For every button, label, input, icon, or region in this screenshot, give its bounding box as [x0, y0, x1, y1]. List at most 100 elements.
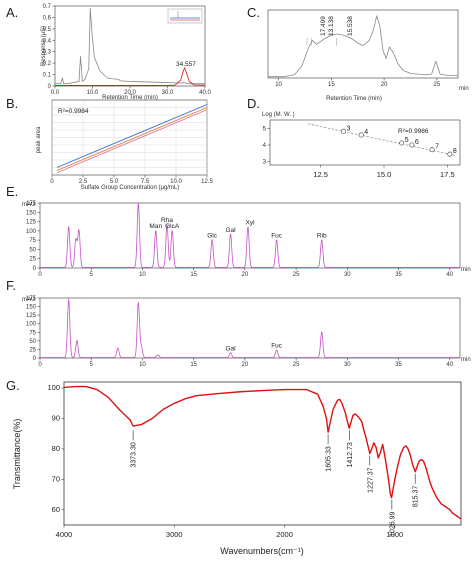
chart-e-ylabel: mAU — [22, 202, 35, 208]
panel-label-e: E. — [6, 184, 18, 199]
chart-g-xlabel: Wavenumbers(cm⁻¹) — [220, 546, 303, 556]
chart-g-x-tick-label-2: 2000 — [276, 530, 293, 539]
chart-c-xlabel: Retention Time (min) — [326, 96, 382, 102]
chart-e-x-tick-label-3: 15 — [190, 272, 197, 278]
chart-c-x-tick-label-3: 25 — [434, 82, 441, 88]
chart-d-y-ytick-label-1: 4 — [263, 143, 267, 149]
chart-b-x-tick-label-3: 7.5 — [141, 179, 150, 185]
chart-d-point-label-1: 4 — [364, 129, 368, 136]
chart-a-series-line-1 — [55, 67, 206, 86]
chart-e-y-ytick-label-0: 0 — [33, 266, 37, 272]
chart-a: 0.0 10.0 20.0 30.0 40.0 0 0.1 0.2 0.3 0.4 0.5 0.6 0.… — [41, 4, 211, 101]
chart-d-point-4 — [429, 147, 435, 153]
chart-e-x-tick-label-7: 35 — [395, 272, 402, 278]
chart-e-y-ytick-label-1: 25 — [29, 257, 36, 263]
chart-d-point-1 — [358, 132, 364, 138]
chart-e-x-tick-label-6: 30 — [344, 272, 351, 278]
chart-d-x-tick-label-0: 12.5 — [313, 170, 328, 179]
chart-c-frame — [267, 9, 459, 79]
chart-a-x-tick-label-4: 40.0 — [199, 90, 211, 96]
chart-e-y-ytick-label-2: 50 — [29, 247, 36, 253]
chart-g-y-ytick-label-3: 90 — [52, 414, 60, 423]
chart-a-y-ytick-label-3: 0.3 — [43, 50, 52, 56]
chart-d-x-tick-label-2: 17.5 — [440, 170, 455, 179]
chart-f-x-tick-label-3: 15 — [190, 362, 197, 368]
chart-b-ticks: 0 2.5 5.0 7.5 10.0 12.5 — [50, 100, 213, 185]
chart-f-x-tick-label-6: 30 — [344, 362, 351, 368]
chart-c: 10 15 20 25 Retention Time (min) min 17.499… — [267, 9, 469, 102]
chart-f-y-ytick-label-2: 50 — [29, 339, 36, 345]
chart-d-point-3 — [409, 142, 415, 148]
chart-c-peak-label-1: 17.499 — [320, 16, 327, 36]
chart-a-x-tick-label-2: 20.0 — [124, 90, 136, 96]
chart-f-ticks: 0 5 10 15 20 25 30 35 40 0 25 50 75 100 125 150 175 — [26, 296, 454, 368]
chart-f-y-ytick-label-6: 150 — [26, 305, 37, 311]
chart-d-y-ytick-label-2: 5 — [263, 126, 267, 132]
chart-g-series: 3373.30 1605.33 1412.73 1227.37 1026.99 815.3… — [63, 385, 462, 537]
chart-f-x-tick-label-1: 5 — [90, 362, 94, 368]
chart-c-xunit: min — [459, 86, 469, 92]
chart-g-y-ytick-label-0: 60 — [52, 505, 60, 514]
chart-g-x-tick-label-3: 1000 — [386, 530, 403, 539]
chart-f-y-ytick-label-0: 0 — [33, 356, 37, 362]
panel-label-f: F. — [6, 278, 16, 293]
chart-a-y-ytick-label-1: 0.1 — [43, 73, 52, 79]
chart-b-xlabel: Sulfate Group Concentration (μg/mL) — [81, 185, 180, 191]
chart-d-point-label-2: 5 — [405, 137, 409, 144]
chart-d-point-0 — [340, 128, 347, 134]
chart-f-x-tick-label-4: 20 — [242, 362, 249, 368]
chart-g-annotation-4: 1026.99 — [389, 512, 396, 537]
chart-a-x-tick-label-1: 10.0 — [87, 90, 99, 96]
chart-f-y-ytick-label-3: 75 — [29, 330, 36, 336]
chart-e-peak-label-2: GlcA — [165, 223, 180, 230]
chart-b-series-line-0 — [56, 109, 208, 174]
chart-f-x-tick-label-8: 40 — [446, 362, 453, 368]
chart-g-annotation-2: 1412.73 — [347, 442, 354, 467]
chart-d-point-label-0: 3 — [346, 125, 350, 132]
chart-a-annotation: 34.557 — [176, 61, 196, 68]
chart-a-xlabel: Retention Time (min) — [102, 95, 158, 101]
chart-c-x-tick-label-2: 20 — [381, 82, 388, 88]
chart-g-x-tick-label-1: 3000 — [166, 530, 183, 539]
chart-f-xunit: min — [461, 357, 471, 363]
chart-f-x-tick-label-5: 25 — [293, 362, 300, 368]
chart-a-inset — [167, 8, 203, 24]
chart-b-annotation: R²=0.9984 — [58, 108, 89, 115]
chart-e-x-tick-label-8: 40 — [446, 272, 453, 278]
chart-c-peak-label-2: 13.138 — [328, 16, 335, 36]
chart-b-ylabel: peak area — [36, 126, 42, 153]
chart-f-x-tick-label-2: 10 — [139, 362, 146, 368]
chart-a-x-tick-label-3: 30.0 — [162, 90, 174, 96]
panel-label-a: A. — [6, 5, 18, 20]
chart-f-y-ytick-label-7: 175 — [26, 296, 37, 302]
chart-d-annotation: R²=0.9986 — [398, 128, 429, 135]
chart-f-frame — [39, 297, 461, 359]
chart-e-y-ytick-label-6: 150 — [26, 210, 37, 216]
chart-g-x-tick-label-0: 4000 — [56, 530, 73, 539]
chart-g-y-ytick-label-1: 70 — [52, 474, 60, 483]
chart-g-series-line-0 — [63, 385, 462, 520]
chart-f-x-tick-label-7: 35 — [395, 362, 402, 368]
chart-d-point-label-4: 7 — [435, 144, 439, 151]
chart-f-peak-label-0: Gal — [225, 345, 236, 352]
chart-g-annotation-0: 3373.30 — [131, 442, 138, 467]
chart-b: 0 2.5 5.0 7.5 10.0 12.5 R²=0.9984 peak area S… — [36, 99, 213, 191]
chart-e-ticks: 0 5 10 15 20 25 30 35 40 0 25 50 75 100 125 150 175 — [26, 201, 454, 278]
chart-g-frame — [63, 381, 462, 526]
chart-d-series: 3 4 5 6 7 8 — [307, 123, 457, 157]
chart-b-series — [56, 104, 208, 174]
chart-e-peak-label-5: Xyl — [245, 220, 255, 227]
chart-b-series-line-1 — [56, 107, 208, 171]
chart-c-x-tick-label-1: 15 — [328, 82, 335, 88]
chart-b-x-tick-label-5: 12.5 — [201, 179, 213, 185]
chart-c-series-line-0 — [268, 15, 458, 78]
chart-b-x-tick-label-4: 10.0 — [170, 179, 182, 185]
chart-e-y-ytick-label-4: 100 — [26, 229, 37, 235]
chart-e-series-line-0 — [40, 202, 460, 268]
chart-d-point-label-3: 6 — [415, 139, 419, 146]
chart-e-peak-label-4: Gal — [225, 227, 236, 234]
chart-f: 0 5 10 15 20 25 30 35 40 0 25 50 75 100 125 150 175 Gal F… — [22, 296, 471, 368]
chart-d-y-ytick-label-0: 3 — [263, 160, 267, 166]
